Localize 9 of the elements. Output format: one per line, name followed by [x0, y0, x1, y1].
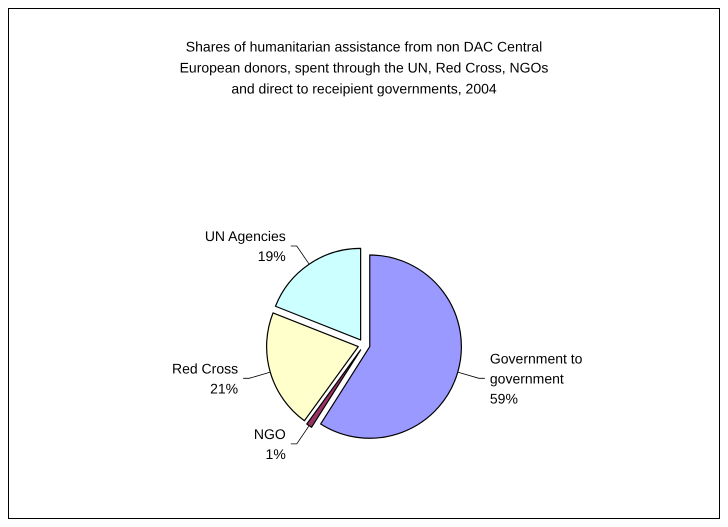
chart-title: Shares of humanitarian assistance from non DAC Central European donors, spent through the UN, Red Cross, NGOs and direct to receipient governments, 2004: [180, 38, 548, 96]
slice-label: Red Cross: [172, 360, 238, 376]
slice-label: Government to government: [490, 350, 583, 386]
data-label: 19%: [258, 248, 286, 264]
data-label: 1%: [266, 446, 286, 462]
data-label: 21%: [210, 380, 238, 396]
data-label: 59%: [490, 390, 518, 406]
slice-label: NGO: [254, 426, 286, 442]
slice-label: UN Agencies: [204, 228, 286, 244]
